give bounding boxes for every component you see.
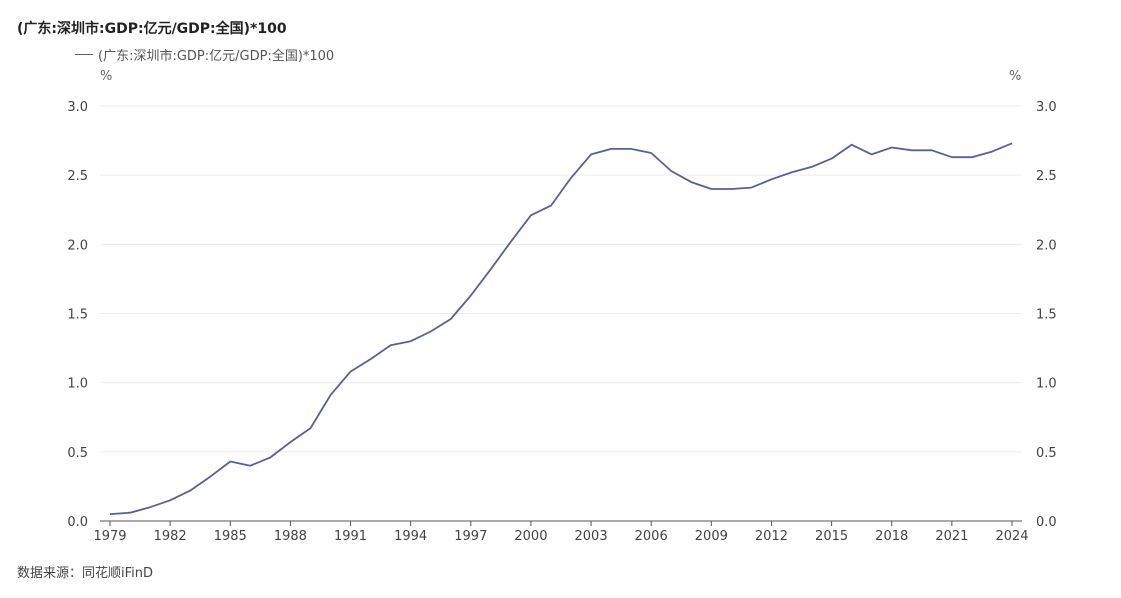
- legend-swatch: [75, 54, 93, 55]
- x-tick-label: 2018: [875, 529, 908, 544]
- y-tick-label-right: 2.0: [1036, 238, 1057, 253]
- legend[interactable]: (广东:深圳市:GDP:亿元/GDP:全国)*100: [75, 45, 334, 64]
- y-tick-label-right: 2.5: [1036, 169, 1057, 184]
- y-tick-label-right: 0.0: [1036, 515, 1057, 530]
- series-line: [109, 142, 1013, 515]
- x-tick-label: 2021: [935, 529, 968, 544]
- x-tick-label: 2000: [514, 529, 547, 544]
- y-tick-label-left: 3.0: [67, 100, 88, 115]
- data-source: 数据来源：同花顺iFinD: [17, 566, 154, 581]
- y-tick-label-left: 1.0: [67, 377, 88, 392]
- x-tick-label: 2006: [635, 529, 668, 544]
- x-tick-label: 2024: [995, 529, 1028, 544]
- x-tick-label: 1997: [454, 529, 487, 544]
- y-unit-right: %: [1009, 69, 1022, 84]
- y-tick-label-left: 2.5: [67, 169, 88, 184]
- x-tick-label: 1994: [394, 529, 427, 544]
- chart-title: (广东:深圳市:GDP:亿元/GDP:全国)*100: [17, 21, 287, 37]
- y-unit-left: %: [100, 69, 113, 84]
- y-tick-label-left: 2.0: [67, 238, 88, 253]
- x-tick-label: 1988: [274, 529, 307, 544]
- x-tick-label: 1991: [334, 529, 367, 544]
- y-tick-label-left: 1.5: [67, 308, 88, 323]
- y-tick-label-left: 0.5: [67, 446, 88, 461]
- x-tick-label: 2003: [575, 529, 608, 544]
- x-tick-label: 2015: [815, 529, 848, 544]
- legend-label: (广东:深圳市:GDP:亿元/GDP:全国)*100: [98, 49, 335, 64]
- x-tick-label: 2009: [695, 529, 728, 544]
- y-tick-label-right: 3.0: [1036, 100, 1057, 115]
- x-tick-label: 1985: [214, 529, 247, 544]
- y-tick-label-left: 0.0: [67, 515, 88, 530]
- x-tick-label: 1982: [154, 529, 187, 544]
- x-tick-label: 2012: [755, 529, 788, 544]
- y-tick-label-right: 1.5: [1036, 308, 1057, 323]
- y-tick-label-right: 1.0: [1036, 377, 1057, 392]
- x-tick-label: 1979: [93, 529, 126, 544]
- y-tick-label-right: 0.5: [1036, 446, 1057, 461]
